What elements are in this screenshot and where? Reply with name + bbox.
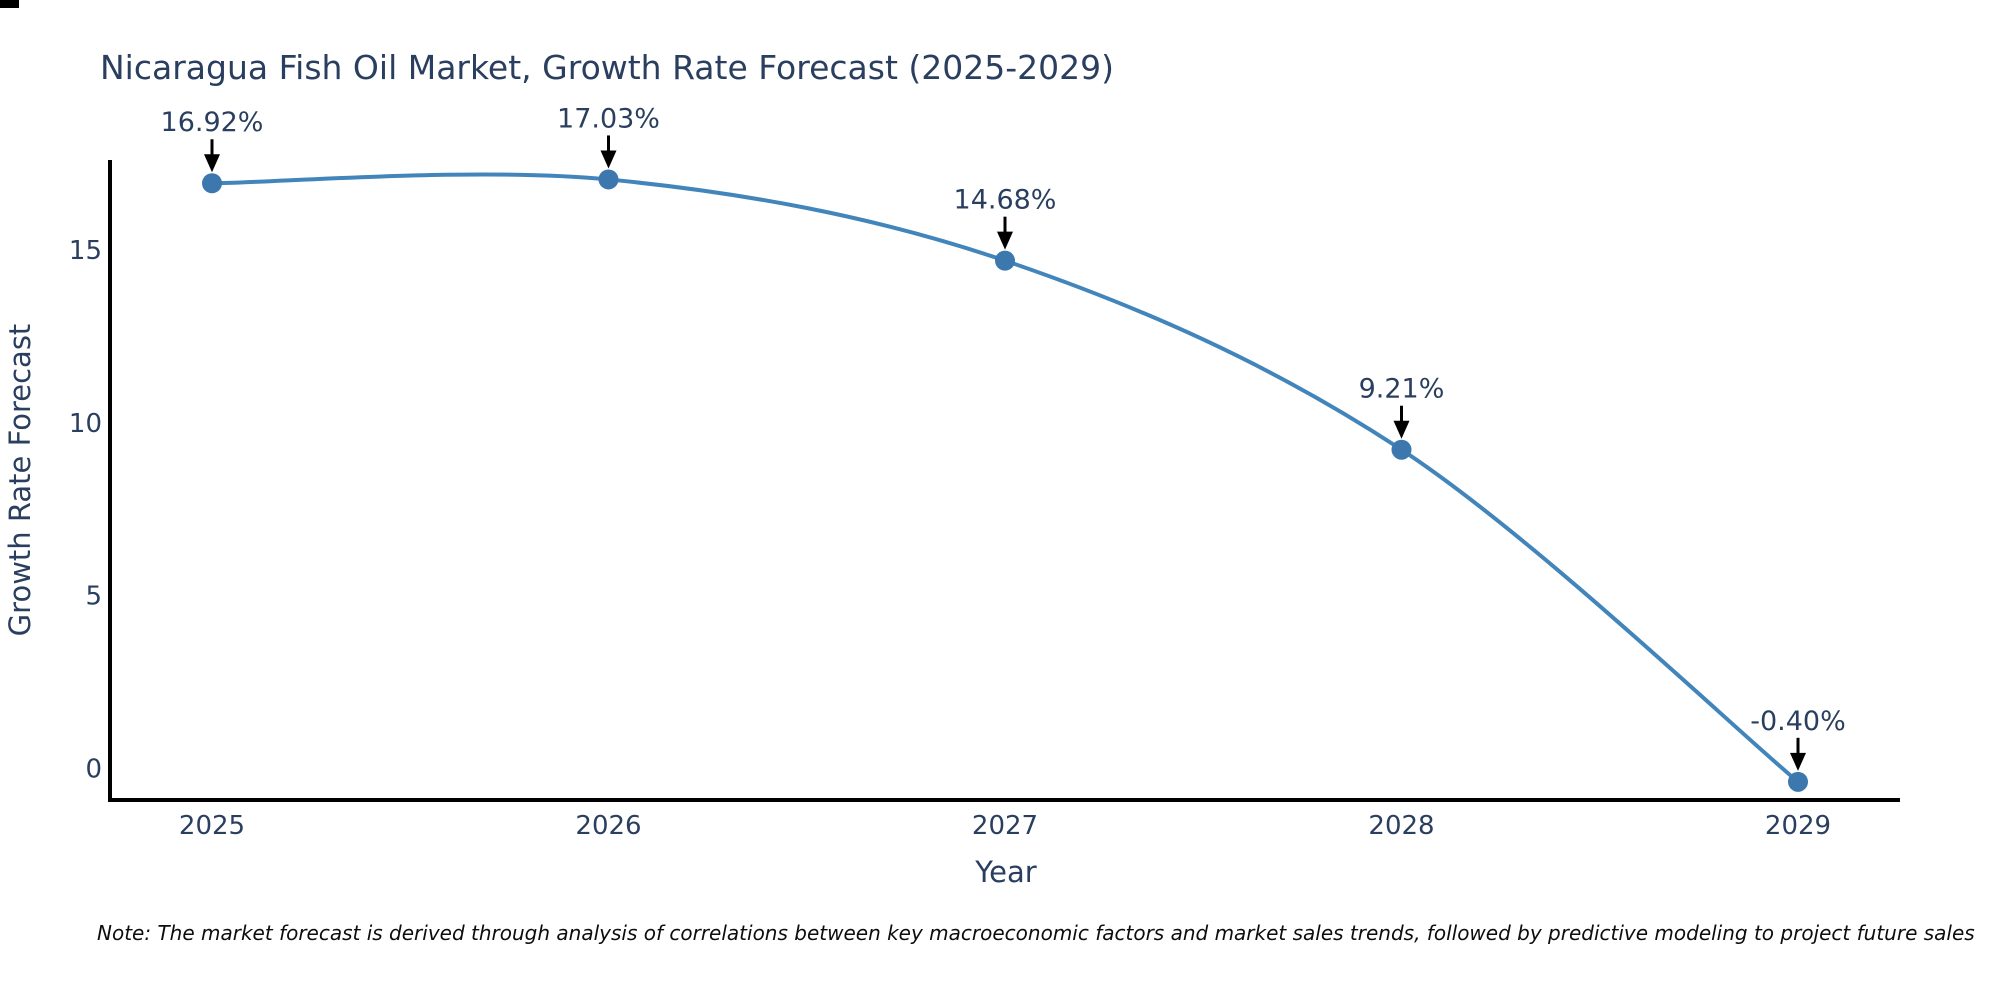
annotation-arrowhead <box>204 154 220 173</box>
annotation-arrowhead <box>600 150 617 169</box>
x-tick-label: 2028 <box>1368 811 1434 841</box>
data-point-marker <box>202 173 222 194</box>
data-point-marker <box>598 169 619 190</box>
point-annotation: -0.40% <box>1750 706 1846 771</box>
point-value-label: 9.21% <box>1359 374 1445 405</box>
point-value-label: 16.92% <box>161 107 264 138</box>
plot-area: 0 5 10 15 2025 2026 2027 2028 2029 16.92% 17.03% 14… <box>69 103 1900 841</box>
y-tick-label: 0 <box>85 755 102 785</box>
data-point-marker <box>995 250 1015 271</box>
point-annotation: 16.92% <box>161 107 264 173</box>
x-tick-label: 2027 <box>972 811 1038 841</box>
y-axis-title: Growth Rate Forecast <box>3 324 37 637</box>
series-line <box>210 172 1800 784</box>
corner-artifact <box>0 0 19 8</box>
annotation-arrowhead <box>997 231 1013 250</box>
point-value-label: 17.03% <box>557 103 660 134</box>
footnote: Note: The market forecast is derived thr… <box>97 921 1975 945</box>
annotation-arrowhead <box>1393 420 1410 439</box>
y-tick-label: 15 <box>69 236 102 266</box>
x-tick-label: 2025 <box>179 811 245 841</box>
x-tick-label: 2026 <box>575 811 641 841</box>
point-annotation: 14.68% <box>954 185 1057 250</box>
chart-title: Nicaragua Fish Oil Market, Growth Rate F… <box>100 48 1114 87</box>
annotation-arrowhead <box>1790 752 1806 771</box>
data-point-marker <box>1391 439 1412 460</box>
x-axis-title: Year <box>974 855 1036 889</box>
point-value-label: -0.40% <box>1750 706 1846 737</box>
y-tick-label: 5 <box>85 582 102 612</box>
x-tick-label: 2029 <box>1765 811 1831 841</box>
point-annotation: 9.21% <box>1359 374 1445 439</box>
point-annotation: 17.03% <box>557 103 660 169</box>
y-tick-label: 10 <box>69 409 102 439</box>
point-value-label: 14.68% <box>954 185 1057 216</box>
data-point-marker <box>1788 771 1808 792</box>
